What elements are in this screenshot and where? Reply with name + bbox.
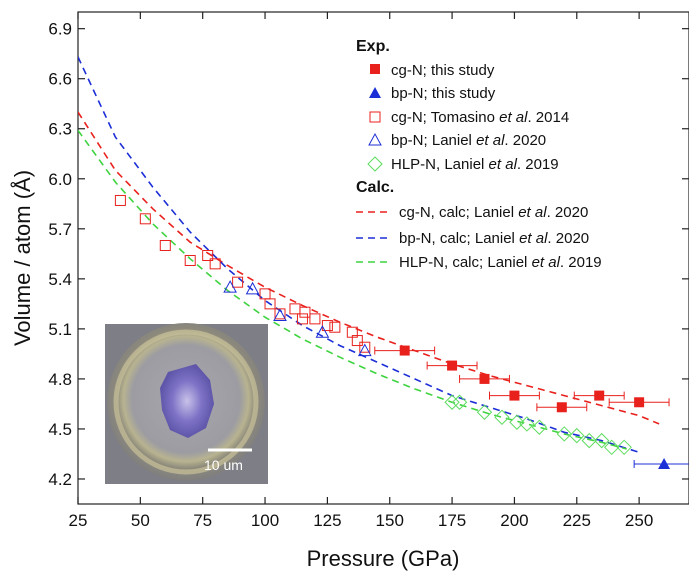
data-point-series-3 [315, 325, 330, 338]
y-tick-label: 6.0 [48, 170, 72, 189]
y-tick-label: 5.4 [48, 270, 72, 289]
data-point-series-2 [209, 258, 221, 270]
data-point-series-4 [556, 426, 573, 442]
data-point-series-2 [296, 313, 308, 325]
data-point-series-4 [569, 427, 585, 444]
data-point-series-2 [309, 313, 321, 325]
data-point-series-3 [357, 343, 372, 357]
data-point-series-0 [556, 402, 567, 413]
legend-label-cg-this: cg-N; this study [391, 62, 495, 79]
y-axis: 4.2 4.5 4.8 5.1 5.4 5.7 6.0 6.3 6.6 6.9 [48, 20, 689, 489]
data-point-series-2 [359, 341, 371, 353]
data-point-series-4 [581, 432, 597, 449]
legend: Exp. cg-N; this study bp-N; this study c… [356, 38, 602, 271]
data-point-series-2 [351, 335, 363, 347]
legend-marker-hlp-laniel [367, 156, 383, 172]
legend-label-hlp-calc: HLP-N, calc; Laniel et al. 2019 [399, 254, 602, 271]
x-tick-label: 250 [625, 511, 653, 530]
data-point-series-4 [531, 419, 548, 435]
y-tick-label: 6.3 [48, 120, 72, 139]
data-point-series-0 [509, 390, 520, 401]
data-point-series-4 [494, 409, 510, 425]
legend-marker-cg-this [370, 64, 380, 74]
data-point-series-4 [594, 432, 610, 449]
data-point-series-2 [202, 249, 214, 261]
legend-heading-exp: Exp. [356, 38, 390, 55]
y-tick-label: 4.8 [48, 370, 72, 389]
y-tick-label: 6.9 [48, 20, 72, 39]
inset-scale-label: 10 um [204, 457, 243, 473]
data-point-series-0 [594, 390, 605, 401]
data-point-series-1 [658, 457, 671, 469]
data-point-series-4 [603, 439, 620, 456]
inset-sample [160, 364, 214, 438]
x-tick-label: 200 [500, 511, 528, 530]
x-tick-label: 150 [376, 511, 404, 530]
legend-marker-cg-tomasino [369, 111, 381, 123]
x-axis: 25 50 75 100 125 150 175 200 225 250 [69, 12, 653, 530]
legend-label-cg-tomasino: cg-N; Tomasino et al. 2014 [391, 109, 569, 126]
x-tick-label: 25 [69, 511, 88, 530]
data-point-series-4 [476, 404, 493, 420]
legend-marker-bp-this [369, 87, 381, 98]
x-tick-label: 175 [438, 511, 466, 530]
calc-curve-2 [78, 129, 627, 450]
y-tick-label: 6.6 [48, 70, 72, 89]
data-markers [114, 194, 671, 469]
calc-curve-1 [78, 56, 640, 454]
legend-marker-bp-laniel [368, 132, 382, 146]
data-point-series-0 [634, 397, 645, 408]
error-bars [374, 346, 689, 468]
data-point-series-2 [289, 303, 301, 315]
legend-label-bp-calc: bp-N, calc; Laniel et al. 2020 [399, 230, 589, 247]
data-point-series-3 [245, 281, 260, 295]
inset-micrograph: 10 um [105, 323, 268, 484]
calc-curves [78, 56, 660, 454]
legend-label-bp-laniel: bp-N; Laniel et al. 2020 [391, 132, 546, 149]
data-point-series-2 [159, 239, 171, 251]
data-point-series-2 [114, 194, 126, 206]
legend-label-cg-calc: cg-N, calc; Laniel et al. 2020 [399, 204, 588, 221]
data-point-series-2 [139, 213, 151, 225]
data-point-series-2 [299, 306, 311, 318]
calc-curve-0 [78, 111, 660, 425]
data-point-series-2 [184, 255, 196, 267]
x-tick-label: 100 [251, 511, 279, 530]
data-point-series-0 [399, 345, 410, 356]
legend-label-hlp-laniel: HLP-N, Laniel et al. 2019 [391, 156, 559, 173]
y-tick-label: 4.2 [48, 470, 72, 489]
y-tick-label: 4.5 [48, 420, 72, 439]
x-tick-label: 50 [131, 511, 150, 530]
x-axis-label: Pressure (GPa) [307, 546, 460, 571]
legend-heading-calc: Calc. [356, 179, 394, 196]
data-point-series-4 [519, 416, 535, 432]
data-point-series-4 [509, 414, 525, 430]
y-tick-label: 5.7 [48, 220, 72, 239]
data-point-series-0 [479, 373, 490, 384]
x-tick-label: 225 [563, 511, 591, 530]
data-point-series-0 [447, 360, 458, 371]
data-point-series-4 [444, 394, 460, 410]
data-point-series-4 [616, 439, 632, 456]
data-point-series-2 [232, 276, 244, 288]
data-point-series-3 [223, 280, 237, 293]
plot-frame [77, 11, 689, 505]
x-tick-label: 75 [193, 511, 212, 530]
legend-label-bp-this: bp-N; this study [391, 85, 496, 102]
data-point-series-3 [273, 308, 287, 322]
x-tick-label: 125 [313, 511, 341, 530]
y-tick-label: 5.1 [48, 320, 72, 339]
data-point-series-4 [451, 394, 468, 410]
data-point-series-2 [264, 298, 276, 310]
data-point-series-2 [329, 321, 341, 333]
y-axis-label: Volume / atom (Å) [10, 170, 35, 346]
